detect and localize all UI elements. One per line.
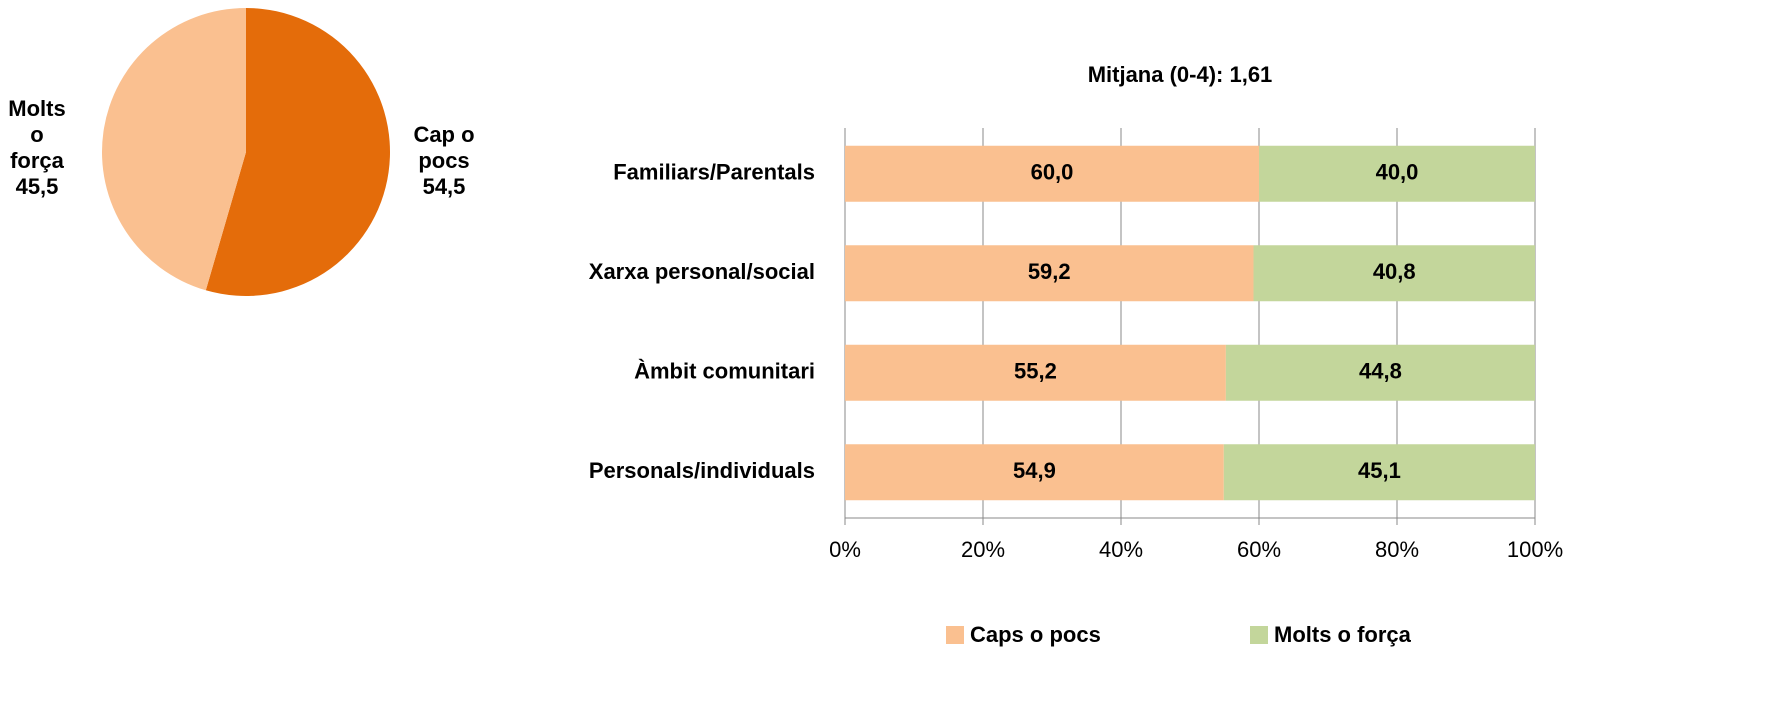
bar-segment	[845, 245, 1254, 302]
bar-segment	[1253, 245, 1535, 302]
x-tick-label: 100%	[1507, 537, 1563, 562]
bar-segment	[1259, 145, 1535, 202]
bar-segment	[845, 444, 1224, 501]
data-label: 44,8	[1359, 359, 1402, 384]
x-tick-label: 80%	[1375, 537, 1419, 562]
data-label: 60,0	[1031, 160, 1074, 185]
slice-value: 45,5	[15, 174, 59, 199]
bar-segment	[845, 145, 1259, 202]
pie-slice	[205, 8, 390, 296]
data-label: 59,2	[1028, 259, 1071, 284]
x-tick-label: 20%	[961, 537, 1005, 562]
slice-name: Molts o força	[8, 96, 66, 173]
slice-value: 54,5	[422, 174, 466, 199]
pie-label: Cap o pocs 54,5	[404, 122, 484, 200]
pie-slice	[101, 8, 247, 291]
y-tick-label: Àmbit comunitari	[634, 359, 815, 384]
bar-segment	[1225, 344, 1535, 401]
data-label: 40,0	[1376, 160, 1419, 185]
chart-title: Mitjana (0-4): 1,61	[1088, 62, 1273, 87]
x-tick-label: 0%	[829, 537, 861, 562]
legend-label: Caps o pocs	[970, 622, 1101, 647]
bar-segment	[1223, 444, 1535, 501]
y-tick-label: Xarxa personal/social	[589, 259, 815, 284]
data-label: 45,1	[1358, 458, 1401, 483]
data-label: 40,8	[1373, 259, 1416, 284]
y-tick-label: Personals/individuals	[589, 458, 815, 483]
pie-label: Molts o força 45,5	[4, 96, 70, 200]
legend-label: Molts o força	[1274, 622, 1412, 647]
x-tick-label: 60%	[1237, 537, 1281, 562]
x-tick-label: 40%	[1099, 537, 1143, 562]
y-tick-label: Familiars/Parentals	[613, 160, 815, 185]
data-label: 55,2	[1014, 359, 1057, 384]
legend-swatch	[1250, 626, 1268, 644]
legend-swatch	[946, 626, 964, 644]
slice-name: Cap o pocs	[413, 122, 475, 173]
bar-segment	[845, 344, 1226, 401]
data-label: 54,9	[1013, 458, 1056, 483]
